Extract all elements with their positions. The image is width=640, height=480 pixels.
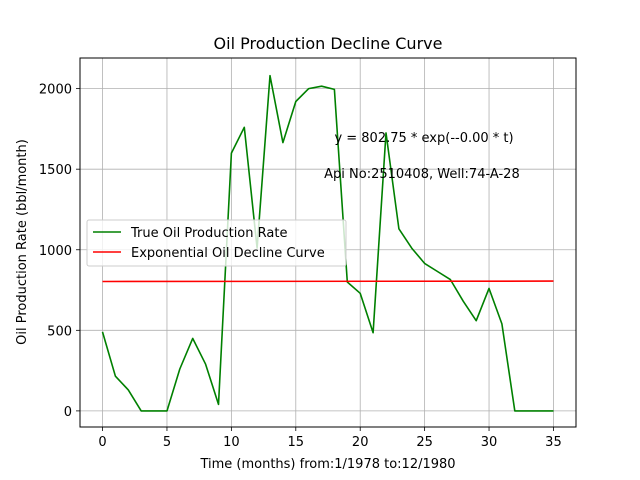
y-tick-label: 1500	[39, 163, 72, 178]
x-axis-label: Time (months) from:1/1978 to:12/1980	[199, 457, 455, 472]
x-tick-label: 20	[352, 435, 369, 450]
y-axis: 0 500 1000 1500 2000	[39, 83, 80, 420]
annotation-text: Api No:2510408, Well:74-A-28	[324, 167, 520, 182]
y-axis-label: Oil Production Rate (bbl/month)	[15, 139, 30, 345]
y-tick-label: 1000	[39, 244, 72, 259]
legend-label: True Oil Production Rate	[130, 226, 287, 241]
x-tick-label: 25	[416, 435, 433, 450]
x-axis: 0 5 10 15 20 25 30 35	[98, 427, 562, 450]
legend-label: Exponential Oil Decline Curve	[131, 246, 325, 261]
y-tick-label: 0	[64, 405, 72, 420]
legend-box	[86, 219, 347, 267]
x-tick-label: 10	[223, 435, 240, 450]
series-group	[101, 74, 554, 412]
x-tick-label: 15	[288, 435, 305, 450]
x-tick-label: 30	[481, 435, 498, 450]
series-line-0	[101, 74, 554, 412]
annotations: y = 802.75 * exp(--0.00 * t) Api No:25104…	[324, 131, 520, 182]
chart-title: Oil Production Decline Curve	[214, 34, 443, 53]
x-tick-label: 0	[98, 435, 106, 450]
x-tick-label: 35	[545, 435, 562, 450]
plot-frame	[79, 57, 577, 428]
x-tick-label: 5	[163, 435, 171, 450]
legend: True Oil Production Rate Exponential Oil …	[86, 219, 347, 267]
y-tick-label: 500	[47, 324, 72, 339]
annotation-text: y = 802.75 * exp(--0.00 * t)	[334, 131, 513, 146]
y-tick-label: 2000	[39, 83, 72, 98]
